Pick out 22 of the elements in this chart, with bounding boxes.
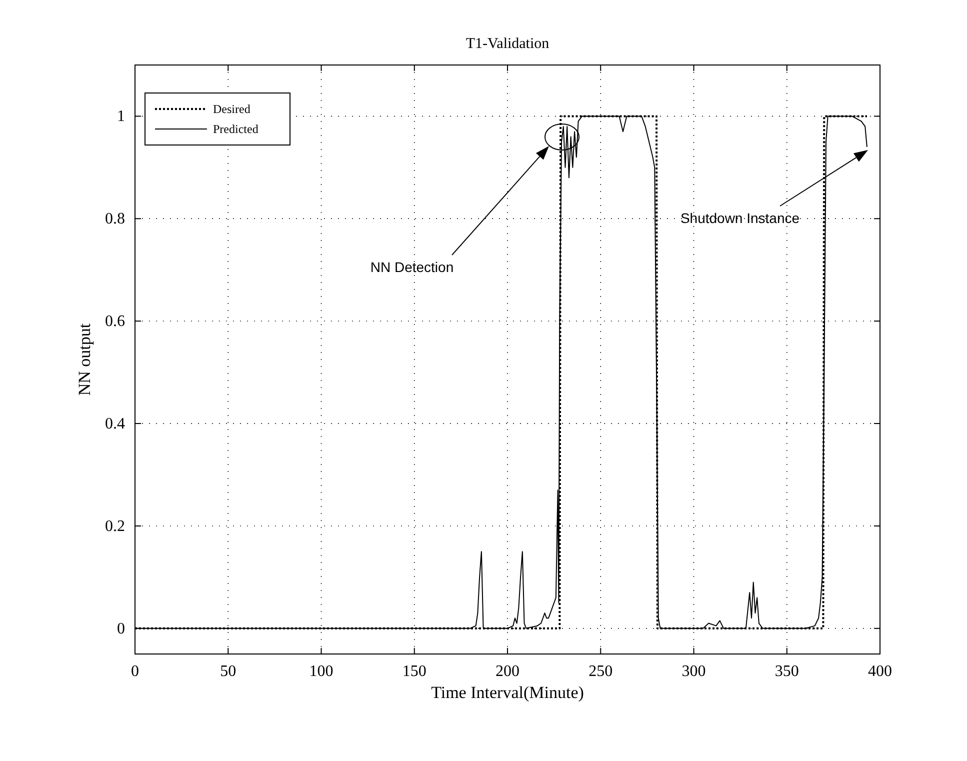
y-tick-label: 0 — [117, 620, 125, 638]
y-tick-label: 0.2 — [105, 518, 125, 535]
x-tick-label: 250 — [588, 663, 613, 680]
x-tick-label: 200 — [496, 663, 520, 680]
x-tick-label: 50 — [220, 663, 236, 680]
x-tick-label: 150 — [402, 663, 426, 680]
x-tick-label: 300 — [682, 663, 706, 680]
x-tick-label: 0 — [131, 663, 139, 680]
y-axis-title: NN output — [75, 323, 94, 396]
x-tick-label: 400 — [868, 663, 892, 680]
y-tick-label: 0.6 — [105, 313, 125, 330]
x-tick-label: 100 — [309, 663, 334, 680]
annotation: NN Detection — [370, 259, 454, 275]
legend-label: Predicted — [213, 122, 258, 136]
annotation: Shutdown Instance — [680, 210, 800, 226]
chart-title: T1-Validation — [466, 36, 550, 52]
y-tick-label: 0.4 — [105, 416, 125, 433]
x-axis-title: Time Interval(Minute) — [431, 683, 584, 702]
y-tick-label: 0.8 — [105, 210, 125, 228]
legend-label: Desired — [213, 102, 250, 116]
y-tick-label: 1 — [117, 108, 125, 126]
x-tick-label: 350 — [774, 663, 799, 680]
